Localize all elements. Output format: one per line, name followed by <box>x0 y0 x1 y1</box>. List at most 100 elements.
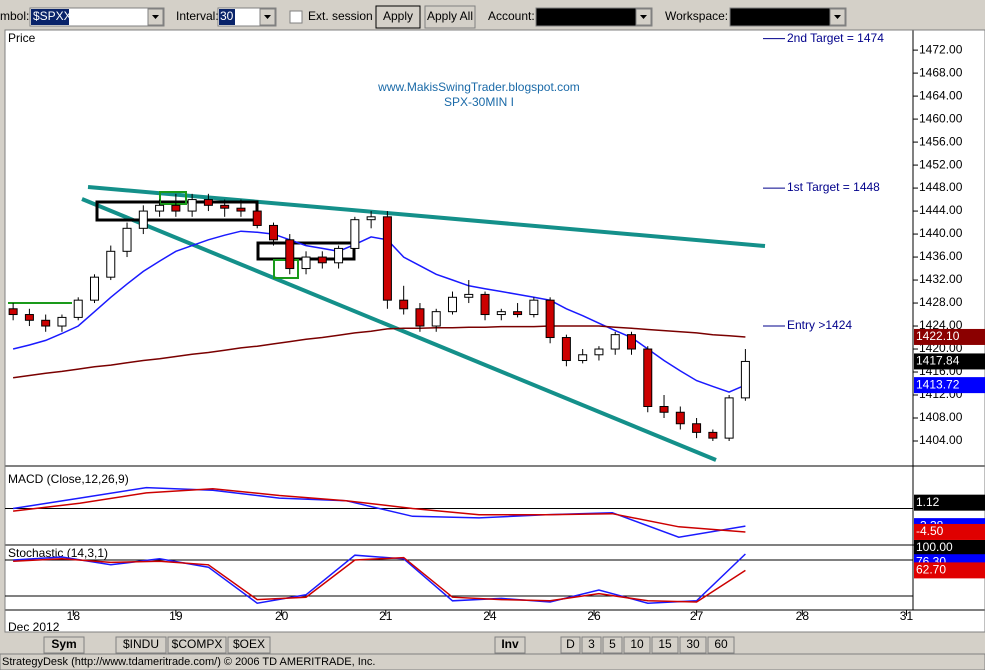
tab[interactable] <box>494 636 526 654</box>
tab-label: $COMPX <box>172 637 223 651</box>
tab[interactable] <box>623 636 651 654</box>
candle-body <box>301 256 311 270</box>
candle-body <box>708 431 718 439</box>
tab[interactable] <box>43 636 85 654</box>
candle-body <box>659 406 669 413</box>
y-tick-label: 1468.00 <box>919 65 963 79</box>
y-tick-label: 1464.00 <box>919 88 963 102</box>
tab[interactable] <box>602 636 623 654</box>
dropdown-arrow <box>834 15 841 19</box>
interval-selection <box>219 9 235 25</box>
y-tick-label: 1448.00 <box>919 180 963 194</box>
dropdown-arrow <box>152 15 159 19</box>
candle-body <box>317 256 327 264</box>
chart-area <box>5 30 985 632</box>
candle-body <box>382 216 392 301</box>
interval-label: Interval: <box>176 9 219 23</box>
target-label: 2nd Target = 1474 <box>787 31 884 45</box>
candle-body <box>89 276 99 301</box>
tab[interactable] <box>167 636 227 654</box>
candle-body <box>513 311 523 316</box>
stoch-line <box>13 556 746 603</box>
value-box <box>914 523 985 540</box>
candle-body <box>578 354 588 362</box>
y-tick-label: 1472.00 <box>919 42 963 56</box>
account-label: Account: <box>488 9 535 23</box>
candle-body <box>529 299 539 316</box>
ext-checkbox[interactable] <box>289 10 303 24</box>
x-axis-label: Dec 2012 <box>8 620 60 634</box>
tab-label: 15 <box>658 637 672 651</box>
symbol-label: mbol: <box>0 9 29 23</box>
y-tick-label: 1428.00 <box>919 295 963 309</box>
value-box-label: 1417.84 <box>916 354 960 368</box>
candle-body <box>480 293 490 316</box>
tab[interactable] <box>560 636 581 654</box>
tab-label: 10 <box>630 637 644 651</box>
tab[interactable] <box>227 636 271 654</box>
x-tick-label: 18 <box>67 609 81 623</box>
value-box-label: 62.70 <box>916 563 946 577</box>
trendline <box>87 185 766 248</box>
tab-label: 60 <box>714 637 728 651</box>
candle-body <box>203 199 213 206</box>
value-box-label: 100.00 <box>916 540 953 554</box>
candle-body <box>350 219 360 249</box>
tab-label: 30 <box>686 637 700 651</box>
tab[interactable] <box>707 636 735 654</box>
candle-body <box>220 204 230 209</box>
workspace-box[interactable] <box>729 7 847 27</box>
candle-body <box>643 348 653 408</box>
apply-button[interactable] <box>375 5 421 29</box>
y-tick-label: 1432.00 <box>919 272 963 286</box>
dropdown-arrow <box>264 15 271 19</box>
tab-label: D <box>566 637 575 651</box>
stoch-title: Stochastic (14,3,1) <box>8 546 108 560</box>
target-label: Entry >1424 <box>787 318 852 332</box>
candle-body <box>268 224 278 241</box>
candle-body <box>415 308 425 327</box>
macd-line <box>12 486 746 538</box>
candle-body <box>138 210 148 229</box>
y-tick-label: 1452.00 <box>919 157 963 171</box>
apply-all-button[interactable] <box>424 5 476 29</box>
x-tick-label: 28 <box>796 609 810 623</box>
workspace-label: Workspace: <box>665 9 728 23</box>
tab[interactable] <box>679 636 707 654</box>
value-box-label: -4.50 <box>916 524 944 538</box>
moving-average <box>12 325 746 379</box>
candle-body <box>41 319 51 327</box>
tab[interactable] <box>651 636 679 654</box>
ext-session-label: Ext. session <box>308 9 373 23</box>
candle-body <box>334 247 344 264</box>
value-box <box>914 377 985 394</box>
candle-body <box>8 308 18 316</box>
candle-body <box>610 334 620 350</box>
candle-body <box>561 337 571 362</box>
tab-label: Inv <box>501 637 519 651</box>
value-box <box>914 494 985 511</box>
value-box <box>914 562 985 579</box>
candle-body <box>285 239 295 270</box>
tab[interactable] <box>581 636 602 654</box>
chart-subtitle: SPX-30MIN I <box>444 95 514 109</box>
candle-body <box>626 334 636 350</box>
account-box[interactable] <box>535 7 653 27</box>
candle-body <box>447 296 457 313</box>
tab[interactable] <box>115 636 167 654</box>
candle-body <box>73 299 83 318</box>
target-label: 1st Target = 1448 <box>787 180 880 194</box>
candle-body <box>236 207 246 212</box>
trendline <box>81 197 717 462</box>
tab-label: Sym <box>51 637 76 651</box>
value-box <box>914 353 985 370</box>
x-tick-label: 21 <box>379 609 393 623</box>
y-tick-label: 1440.00 <box>919 226 963 240</box>
candle-body <box>24 314 34 321</box>
candle-body <box>740 360 750 399</box>
status-text: StrategyDesk (http://www.tdameritrade.co… <box>2 656 375 668</box>
candle-body <box>724 397 734 439</box>
y-tick-label: 1424.00 <box>919 318 963 332</box>
candle-body <box>155 204 165 212</box>
